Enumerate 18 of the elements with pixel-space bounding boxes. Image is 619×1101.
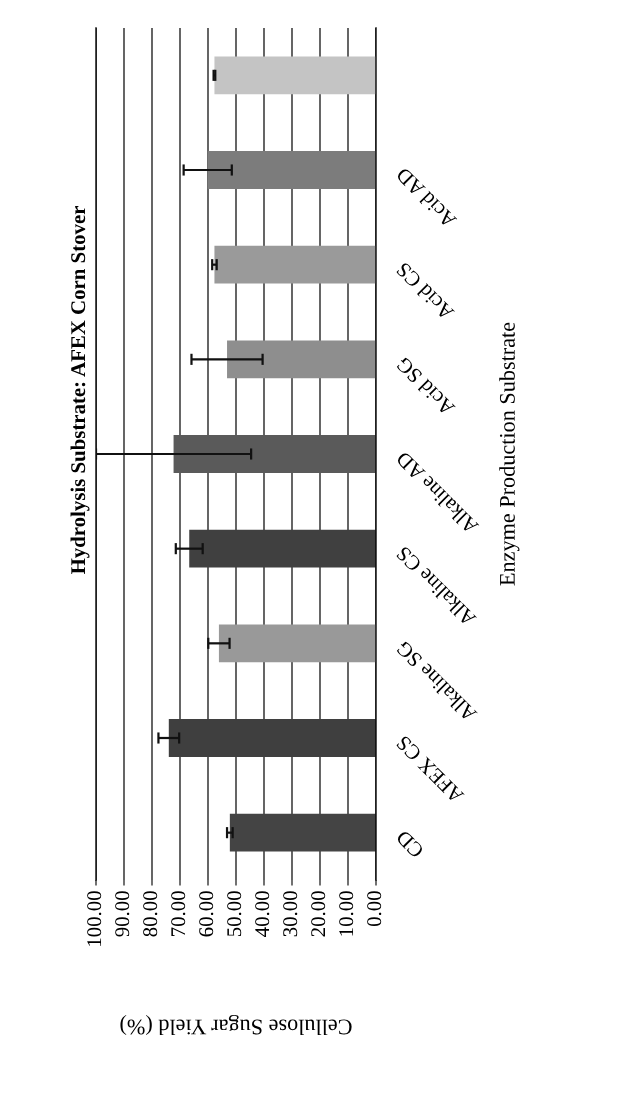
x-tick-label: 10.00 [339, 891, 354, 936]
x-tick-label: 90.00 [115, 891, 130, 937]
x-axis-title: Cellulose Sugar Yield (%) [120, 1014, 352, 1036]
x-tick-label: 80.00 [143, 891, 158, 937]
y-tick-label: Acid SG [394, 356, 456, 418]
x-tick-label: 40.00 [255, 891, 270, 937]
y-tick-label: CD [395, 829, 425, 859]
x-tick-label: 0.00 [367, 891, 382, 927]
x-tick-label: 70.00 [171, 891, 186, 936]
x-tick-label: 30.00 [283, 891, 298, 937]
y-tick-label: Acid AD [394, 166, 458, 230]
y-axis-title: Enzyme Production Substrate [499, 322, 520, 586]
x-tick-label: 60.00 [199, 891, 214, 937]
x-tick-label: 20.00 [311, 891, 326, 937]
text: Hydrolysis Substrate: AFEX Corn Stover [70, 206, 90, 575]
y-tick-label: Acid CS [395, 261, 455, 322]
x-tick-label: 100.00 [87, 891, 102, 946]
x-tick-label: 50.00 [227, 891, 242, 937]
